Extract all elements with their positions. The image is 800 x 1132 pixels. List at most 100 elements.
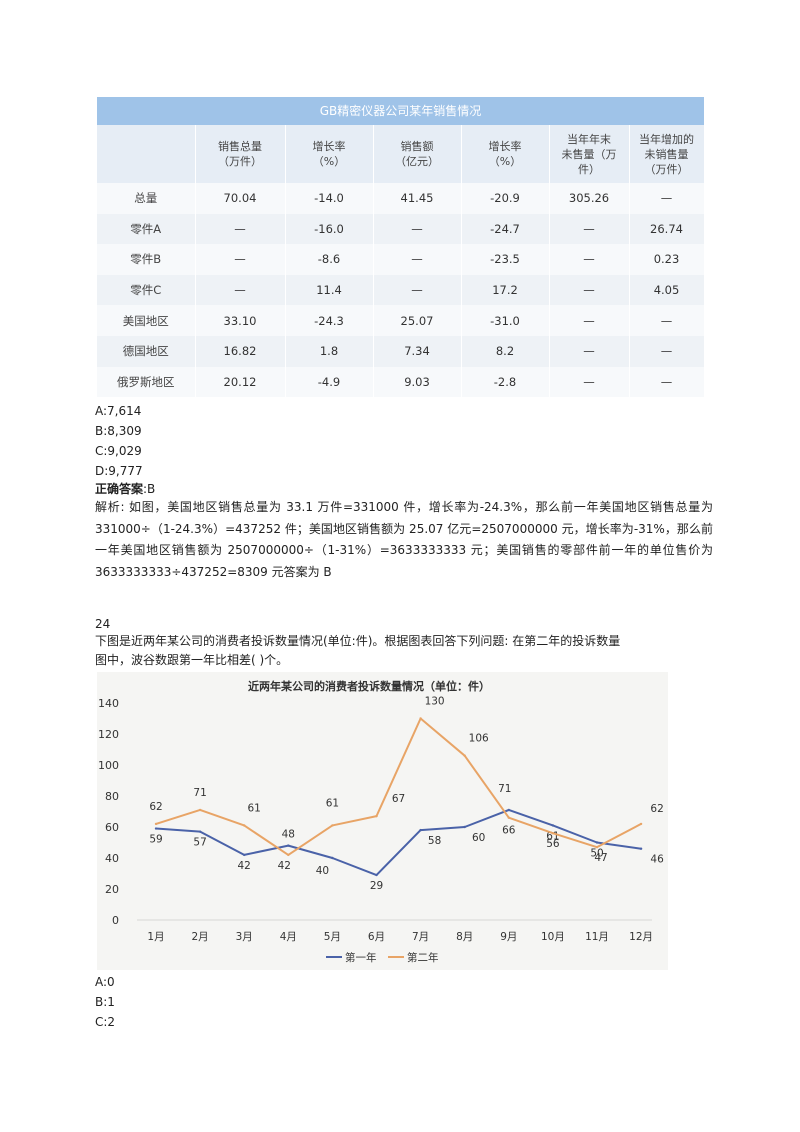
table-cell: — [629,335,705,367]
table-header-row: 销售总量 （万件） 增长率 （%） 销售额 （亿元） 增长率 （%） 当年年末 未售量（… [97,125,705,183]
data-label: 48 [282,829,295,841]
table-cell: — [195,244,286,275]
q23-explanation: 解析: 如图，美国地区销售总量为 33.1 万件=331000 件，增长率为-2… [95,500,713,579]
data-point [551,832,555,835]
data-point [551,824,555,827]
y-tick-label: 120 [98,728,119,741]
data-point [331,856,334,860]
table-row: 俄罗斯地区 20.12 -4.9 9.03 -2.8— — [97,366,705,398]
data-point [595,845,599,849]
row-label: 零件A [97,213,196,245]
legend-label-year1: 第一年 [345,951,377,964]
data-point [507,816,510,819]
data-label: 47 [594,852,607,864]
data-label: 50 [590,848,603,860]
table-cell: — [629,183,705,214]
table-cell: -2.8 [461,366,550,398]
legend-label-year2: 第二年 [407,951,439,964]
x-tick-label: 2月 [192,931,209,943]
q24-option-b: B:1 [95,995,115,1009]
table-cell: -24.7 [461,213,550,245]
data-label: 71 [498,783,511,795]
table-cell: — [373,213,462,245]
table-cell: 8.2 [461,335,550,367]
table-cell: — [373,274,462,306]
sales-table: 销售总量 （万件） 增长率 （%） 销售额 （亿元） 增长率 （%） 当年年末 未售量（… [97,125,705,398]
series-line-year1 [155,808,642,877]
data-point [154,822,158,826]
y-tick-label: 0 [112,914,119,927]
table-cell: 9.03 [373,366,462,398]
complaints-line-chart: 近两年某公司的消费者投诉数量情况（单位：件） 0 20 40 60 80 100 120 14… [98,679,664,964]
chart-title: 近两年某公司的消费者投诉数量情况（单位：件） [248,679,490,693]
table-cell: — [549,335,630,367]
table-cell: — [549,244,630,275]
table-header-cell: 增长率 （%） [461,125,550,183]
table-header-cell [97,125,196,183]
table-header-cell: 销售总量 （万件） [195,125,286,183]
table-cell: 20.12 [195,366,286,398]
data-point [639,847,643,850]
q24-number: 24 [95,617,111,631]
table-cell: 33.10 [195,305,286,336]
q23-option-b: B:8,309 [95,424,142,438]
y-tick-label: 20 [105,883,119,896]
x-tick-label: 7月 [412,931,429,943]
table-cell: 11.4 [285,274,374,306]
table-cell: 25.07 [373,305,462,336]
data-label: 62 [650,803,663,815]
table-cell: -8.6 [285,244,374,275]
table-cell: — [629,305,705,336]
x-tick-label: 5月 [324,931,341,943]
data-point [507,808,510,812]
data-label: 42 [278,860,291,872]
table-header-cell: 当年年末 未售量（万 件） [549,125,630,183]
q23-option-d: D:9,777 [95,464,143,478]
table-cell: 4.05 [629,274,705,306]
data-label: 57 [193,837,206,849]
data-point [243,853,246,857]
table-cell: — [373,244,462,275]
table-cell: 0.23 [629,244,705,275]
y-tick-label: 80 [105,790,119,803]
row-label: 美国地区 [97,305,196,336]
data-label: 106 [469,733,489,745]
data-point [375,814,378,818]
table-row: 零件C —11.4—17.2—4.05 [97,274,705,306]
y-tick-label: 60 [105,821,119,834]
y-tick-label: 140 [98,697,119,710]
table-body: 总量 70.04 -14.0 41.45 -20.9 305.26— 零件A — -16.0— -… [97,183,705,398]
data-label: 56 [546,838,560,850]
data-point [243,824,246,827]
data-point [419,717,422,720]
data-label: 61 [248,802,261,814]
data-label: 66 [502,825,516,837]
row-label: 零件B [97,244,196,275]
q24-option-a: A:0 [95,975,115,989]
data-label: 61 [326,797,339,809]
table-row: 总量 70.04 -14.0 41.45 -20.9 305.26— [97,183,705,214]
data-label: 59 [149,834,162,846]
table-cell: — [629,366,705,398]
data-point [331,824,334,827]
q23-option-c: C:9,029 [95,444,142,458]
table-row: 美国地区 33.10 -24.3 25.07 -31.0— — [97,305,705,336]
table-cell: 7.34 [373,335,462,367]
table-cell: — [195,274,286,306]
y-tick-label: 100 [98,759,119,772]
table-cell: 70.04 [195,183,286,214]
data-label: 58 [428,835,441,847]
x-tick-label: 4月 [280,931,297,943]
data-point [375,873,378,877]
data-point [198,808,202,812]
table-title: GB精密仪器公司某年销售情况 [97,97,704,125]
row-label: 俄罗斯地区 [97,366,196,398]
series-line-year2 [155,717,642,856]
x-tick-label: 11月 [585,931,609,943]
q23-option-a: A:7,614 [95,404,142,418]
table-cell: 1.8 [285,335,374,367]
table-cell: — [549,213,630,245]
y-tick-label: 40 [105,852,119,865]
table-row: 零件B — -8.6— -23.5—0.23 [97,244,705,275]
complaints-chart-image: 近两年某公司的消费者投诉数量情况（单位：件） 0 20 40 60 80 100 120 14… [97,672,668,970]
